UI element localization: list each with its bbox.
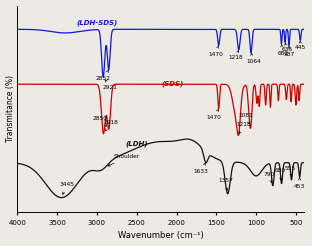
Text: 2918: 2918 xyxy=(104,120,119,131)
Text: 555: 555 xyxy=(285,166,296,177)
Text: 682: 682 xyxy=(278,45,289,56)
Text: 453: 453 xyxy=(294,178,305,189)
Text: (LDH): (LDH) xyxy=(125,140,148,147)
Text: 680: 680 xyxy=(274,168,285,180)
Text: 636: 636 xyxy=(282,43,293,52)
Text: Shoulder: Shoulder xyxy=(108,154,140,166)
Text: 1218: 1218 xyxy=(237,122,251,133)
Text: 790: 790 xyxy=(263,172,275,183)
Text: 1633: 1633 xyxy=(193,163,208,174)
Text: 1064: 1064 xyxy=(246,53,261,64)
Text: 2852: 2852 xyxy=(96,70,111,81)
Text: 587: 587 xyxy=(284,46,295,57)
Text: 1470: 1470 xyxy=(208,46,223,57)
Text: 3445: 3445 xyxy=(59,182,74,194)
Text: (LDH-SDS): (LDH-SDS) xyxy=(76,20,118,26)
X-axis label: Wavenumber (cm⁻¹): Wavenumber (cm⁻¹) xyxy=(118,231,203,240)
Text: 1081: 1081 xyxy=(238,113,253,124)
Text: (SDS): (SDS) xyxy=(161,80,184,87)
Text: 2921: 2921 xyxy=(103,80,118,90)
Text: 2850: 2850 xyxy=(93,116,108,126)
Y-axis label: Transmitance (%): Transmitance (%) xyxy=(6,76,15,142)
Text: 1470: 1470 xyxy=(207,109,221,121)
Text: 1357: 1357 xyxy=(218,178,233,190)
Text: 1218: 1218 xyxy=(229,50,244,60)
Text: 445: 445 xyxy=(295,41,306,50)
